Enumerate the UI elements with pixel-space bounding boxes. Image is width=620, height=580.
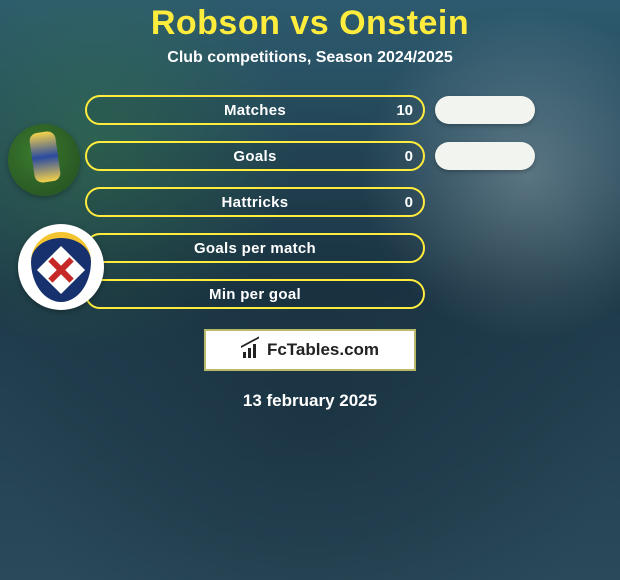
club-crest [18,224,104,310]
stat-pill-min-per-goal: Min per goal [85,279,425,309]
stat-left-value: 0 [405,148,413,165]
stat-label: Goals [87,148,423,165]
stat-left-value: 0 [405,194,413,211]
stat-pill-matches: Matches 10 [85,95,425,125]
stat-label: Min per goal [87,286,423,303]
comparison-card: Robson vs Onstein Club competitions, Sea… [0,0,620,411]
stat-right-bubble [435,142,535,170]
stat-label: Matches [87,102,423,119]
stat-pill-goals-per-match: Goals per match [85,233,425,263]
crest-shield-icon [31,232,91,302]
stat-right-spacer [435,234,535,262]
stat-label: Hattricks [87,194,423,211]
stat-right-spacer [435,280,535,308]
stat-row: Matches 10 [0,95,620,125]
stat-pill-hattricks: Hattricks 0 [85,187,425,217]
stat-right-bubble [435,96,535,124]
player-avatar [8,124,80,196]
chart-icon [241,342,261,358]
stat-left-value: 10 [396,102,413,119]
stat-row: Hattricks 0 [0,187,620,217]
stat-label: Goals per match [87,240,423,257]
page-title: Robson vs Onstein [0,4,620,43]
brand-text: FcTables.com [267,340,379,360]
stat-row: Goals 0 [0,141,620,171]
footer-date: 13 february 2025 [0,391,620,411]
brand-badge[interactable]: FcTables.com [204,329,416,371]
subtitle: Club competitions, Season 2024/2025 [0,49,620,67]
stat-right-spacer [435,188,535,216]
stat-pill-goals: Goals 0 [85,141,425,171]
